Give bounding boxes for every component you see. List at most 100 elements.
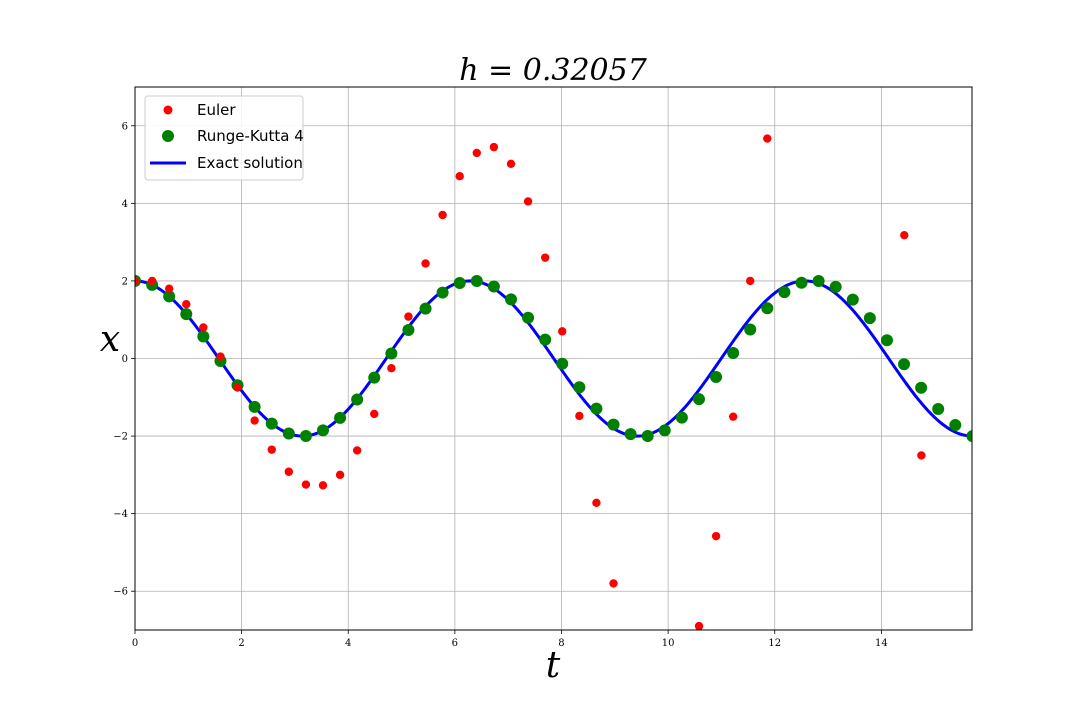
euler-point (523, 197, 533, 206)
rk4-point (522, 311, 535, 324)
euler-point (284, 467, 294, 476)
y-tick-label: −4 (113, 509, 128, 520)
rk4-point (299, 429, 312, 442)
x-tick-label: 4 (345, 638, 351, 649)
legend-label-exact-solution: Exact solution (197, 154, 303, 172)
rk4-point (180, 308, 193, 321)
rk4-point (402, 323, 415, 336)
euler-point (694, 621, 704, 630)
euler-point (917, 451, 926, 460)
rk4-point (265, 417, 278, 430)
rk4-point (658, 424, 671, 437)
rk4-point (470, 275, 483, 288)
rk4-point (812, 275, 825, 288)
tick-layer: 0 2 4 6 8 10 12 14 −6 −4 −2 0 2 4 6 (113, 121, 887, 649)
x-tick-label: 6 (452, 638, 458, 649)
euler-point (199, 323, 208, 332)
rk4-point (761, 302, 774, 315)
y-tick-label: 0 (122, 354, 128, 365)
rk4-point (898, 358, 911, 371)
rk4-point (727, 347, 740, 360)
rk4-point (744, 323, 757, 336)
euler-point (489, 142, 499, 152)
rk4-point (573, 381, 586, 394)
euler-point (472, 148, 481, 158)
rk4-point (419, 302, 432, 315)
euler-point (164, 284, 174, 293)
y-tick-label: 4 (122, 199, 128, 210)
x-tick-label: 12 (768, 638, 781, 649)
rk4-point (692, 393, 705, 406)
rk4-point (915, 381, 928, 394)
euler-point (216, 352, 225, 361)
euler-point (318, 481, 328, 490)
euler-point (404, 312, 413, 321)
euler-point (352, 446, 362, 455)
rk4-point (282, 427, 295, 440)
chart-title: h = 0.32057 (459, 53, 648, 88)
legend-marker-runge-kutta-4 (162, 130, 174, 142)
euler-point (540, 253, 550, 262)
euler-point (301, 480, 311, 489)
rk4-point (453, 277, 466, 290)
euler-point (370, 409, 379, 419)
x-axis-label: t (546, 645, 561, 686)
x-tick-label: 10 (662, 638, 675, 649)
euler-point (609, 579, 618, 588)
rk4-point (590, 402, 603, 415)
series-points-euler (135, 134, 926, 630)
euler-point (763, 134, 772, 143)
rk4-point (863, 312, 876, 325)
legend-marker-euler (163, 105, 173, 115)
euler-point (728, 412, 738, 421)
euler-point (135, 276, 140, 286)
rk4-point (675, 411, 688, 424)
rk4-point (795, 276, 808, 289)
euler-point (267, 445, 276, 454)
rk4-point (607, 418, 620, 431)
euler-point (575, 411, 584, 421)
euler-point (250, 416, 259, 425)
euler-point (233, 383, 242, 392)
rk4-point (368, 371, 381, 384)
rk4-point (949, 419, 962, 432)
euler-point (506, 159, 516, 168)
x-tick-label: 2 (238, 638, 244, 649)
plot-area (135, 134, 972, 630)
rk4-point (641, 430, 654, 443)
y-tick-label: −6 (113, 587, 128, 598)
rk4-point (197, 330, 210, 343)
legend-label-euler: Euler (197, 101, 236, 119)
euler-point (592, 498, 601, 507)
rk4-point (351, 393, 364, 406)
euler-point (147, 276, 157, 286)
euler-point (900, 230, 909, 240)
euler-point (335, 470, 345, 480)
rk4-point (624, 428, 637, 441)
y-tick-label: −2 (113, 432, 128, 443)
rk4-point (710, 371, 723, 384)
rk4-point (487, 280, 500, 293)
rk4-point (846, 293, 859, 306)
rk4-point (829, 280, 842, 293)
x-tick-label: 8 (558, 638, 564, 649)
euler-point (387, 363, 396, 373)
rk4-point (932, 403, 945, 416)
rk4-point (316, 424, 329, 437)
rk4-point (966, 430, 972, 443)
euler-point (421, 259, 430, 268)
rk4-point (556, 357, 569, 370)
legend: Euler Runge-Kutta 4 Exact solution (144, 95, 304, 181)
euler-point (182, 300, 191, 309)
x-tick-label: 0 (132, 638, 138, 649)
euler-point (711, 531, 721, 541)
rk4-point (539, 333, 552, 346)
y-axis-label: x (100, 319, 120, 360)
legend-box (144, 95, 304, 181)
euler-point (558, 327, 567, 336)
legend-label-runge-kutta-4: Runge-Kutta 4 (197, 127, 304, 145)
rk4-point (385, 347, 398, 360)
rk4-point (505, 293, 518, 306)
